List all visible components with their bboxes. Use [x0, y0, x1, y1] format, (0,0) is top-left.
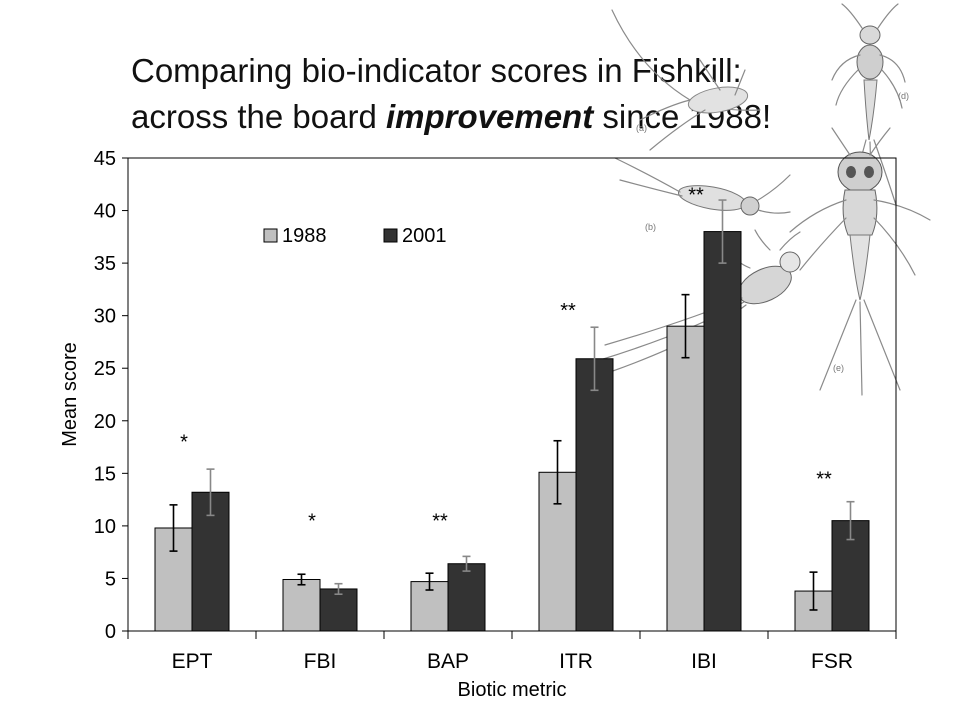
y-tick-label: 10 [94, 516, 116, 538]
y-tick-label: 0 [105, 621, 116, 643]
significance-marker: * [180, 432, 188, 454]
bar-1988-IBI [666, 325, 705, 632]
y-tick-label: 20 [94, 411, 116, 433]
y-tick-label: 45 [94, 148, 116, 170]
x-tick-label: FSR [811, 650, 853, 673]
bar-1988-FBI [282, 578, 321, 632]
legend-swatch-1988 [263, 228, 278, 243]
mayfly-c-head [779, 251, 801, 273]
significance-marker: ** [432, 510, 448, 532]
mayfly-e-thorax [842, 189, 878, 236]
mayfly-b-head [740, 196, 760, 216]
x-axis-label: Biotic metric [458, 679, 567, 701]
bar-2001-BAP [447, 563, 486, 632]
illustration-label: (a) [636, 123, 647, 133]
mayfly-e-eye-left [846, 166, 856, 178]
illustration-label: (d) [898, 91, 909, 101]
chart-title-emphasis: improvement [385, 98, 594, 135]
y-tick-label: 40 [94, 201, 116, 223]
mayfly-a-thorax [687, 86, 749, 114]
mayfly-d-abdomen [863, 79, 878, 141]
significance-marker: * [308, 510, 316, 532]
illustration-label: (e) [833, 363, 844, 373]
y-tick-label: 25 [94, 358, 116, 380]
chart-title-line-2: across the board improvement since 1988! [131, 98, 771, 136]
significance-marker: ** [816, 468, 832, 490]
x-tick-label: BAP [427, 650, 469, 673]
bar-2001-FBI [319, 588, 358, 632]
y-axis-label: Mean score [59, 342, 81, 447]
chart-title-text-2b: since 1988! [593, 98, 772, 135]
significance-marker: ** [688, 185, 704, 207]
y-tick-label: 30 [94, 306, 116, 328]
chart-title-line-1: Comparing bio-indicator scores in Fishki… [131, 52, 742, 90]
mayfly-b-appendages [614, 157, 791, 214]
legend-swatch-2001 [383, 228, 398, 243]
y-tick-label: 5 [105, 568, 116, 590]
chart-labels: ** ******** [180, 185, 832, 533]
mayfly-illustration: (a) (b) (d) (e) [599, 3, 931, 396]
y-tick-label: 35 [94, 253, 116, 275]
legend-label-2001: 2001 [402, 225, 447, 247]
mayfly-d-head [859, 25, 881, 45]
chart-bars [154, 199, 870, 632]
mayfly-d-thorax [856, 44, 884, 80]
mayfly-a-body-curve [611, 9, 761, 111]
mayfly-e-abdomen [849, 234, 871, 301]
legend-label-1988: 1988 [282, 225, 327, 247]
x-tick-label: IBI [691, 650, 717, 673]
mayfly-e-legs [789, 127, 931, 276]
mayfly-d-legs [831, 3, 906, 109]
x-tick-label: FBI [304, 650, 337, 673]
mayfly-e-eye-right [864, 166, 874, 178]
chart-title-text-2a: across the board [131, 98, 386, 135]
chart-title-text-1: Comparing bio-indicator scores in Fishki… [131, 52, 742, 89]
mayfly-e-cerci [819, 299, 901, 396]
mayfly-a-legs [639, 59, 746, 151]
chart-legend: 1988 2001 [263, 225, 447, 247]
x-tick-label: ITR [559, 650, 593, 673]
significance-marker: ** [560, 300, 576, 322]
y-tick-label: 15 [94, 463, 116, 485]
chart-axes: 0 5 10 15 20 25 30 35 40 45 EPT FBI BAP ITR IBI FSR Biot… [59, 148, 897, 701]
illustration-label: (b) [645, 222, 656, 232]
x-tick-label: EPT [172, 650, 213, 673]
bar-2001-ITR [575, 358, 614, 632]
plot-area-frame [127, 157, 897, 632]
bar-2001-IBI [703, 231, 742, 632]
